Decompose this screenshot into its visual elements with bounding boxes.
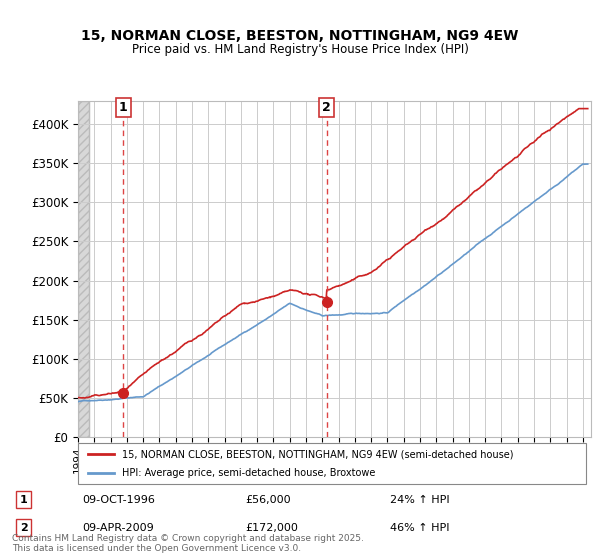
Text: 15, NORMAN CLOSE, BEESTON, NOTTINGHAM, NG9 4EW (semi-detached house): 15, NORMAN CLOSE, BEESTON, NOTTINGHAM, N…: [122, 449, 513, 459]
Text: HPI: Average price, semi-detached house, Broxtowe: HPI: Average price, semi-detached house,…: [122, 468, 375, 478]
Text: Contains HM Land Registry data © Crown copyright and database right 2025.
This d: Contains HM Land Registry data © Crown c…: [12, 534, 364, 553]
Text: 46% ↑ HPI: 46% ↑ HPI: [391, 522, 450, 533]
Text: 09-APR-2009: 09-APR-2009: [82, 522, 154, 533]
Bar: [78, 101, 89, 437]
Text: 2: 2: [20, 522, 28, 533]
Text: 09-OCT-1996: 09-OCT-1996: [82, 495, 155, 505]
Text: 15, NORMAN CLOSE, BEESTON, NOTTINGHAM, NG9 4EW: 15, NORMAN CLOSE, BEESTON, NOTTINGHAM, N…: [82, 29, 518, 44]
Text: 1: 1: [20, 495, 28, 505]
Text: £172,000: £172,000: [245, 522, 298, 533]
FancyBboxPatch shape: [78, 444, 586, 483]
Text: 1: 1: [119, 101, 127, 114]
Bar: [78, 101, 89, 437]
Text: Price paid vs. HM Land Registry's House Price Index (HPI): Price paid vs. HM Land Registry's House …: [131, 43, 469, 56]
Text: 24% ↑ HPI: 24% ↑ HPI: [391, 495, 450, 505]
Text: £56,000: £56,000: [245, 495, 290, 505]
Text: 2: 2: [322, 101, 331, 114]
